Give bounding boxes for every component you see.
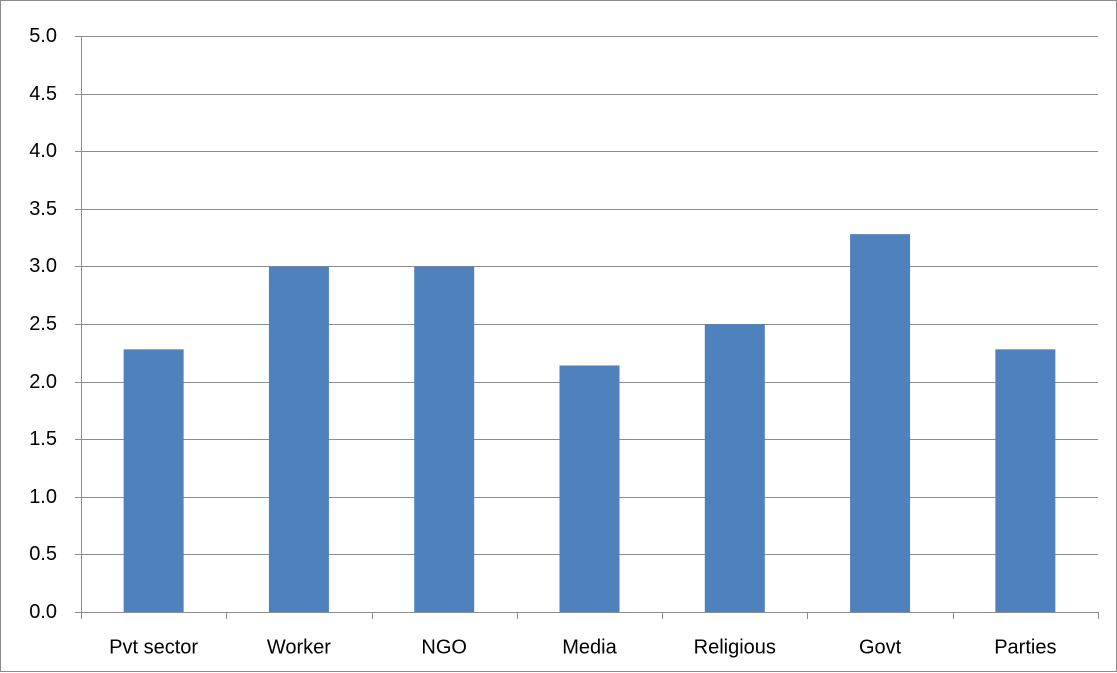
- x-tick-label: Parties: [994, 636, 1056, 658]
- y-tick-label: 2.0: [29, 371, 57, 393]
- x-tick-labels: Pvt sector Worker NGO Media Religious Govt Par…: [109, 636, 1056, 658]
- y-tick-label: 4.5: [29, 83, 57, 105]
- x-tick-label: Worker: [267, 636, 331, 658]
- bar-religious: [704, 324, 765, 612]
- y-tick-label: 4.0: [29, 140, 57, 162]
- bar-worker: [268, 266, 329, 612]
- y-tick-label: 2.5: [29, 313, 57, 335]
- bar-ngo: [414, 266, 475, 612]
- y-tick-label: 1.0: [29, 486, 57, 508]
- x-tick-label: Pvt sector: [109, 636, 198, 658]
- bar-govt: [850, 234, 911, 613]
- y-tick-labels: 0.0 0.5 1.0 1.5 2.0 2.5 3.0 3.5 4.0 4.5 5.0: [29, 25, 57, 623]
- x-tick-label: Govt: [859, 636, 902, 658]
- x-tick-label: Media: [562, 636, 617, 658]
- bar-media: [559, 365, 620, 612]
- bar-parties: [995, 349, 1056, 612]
- x-tick-label: Religious: [694, 636, 776, 658]
- y-tick-label: 3.5: [29, 198, 57, 220]
- y-tick-label: 5.0: [29, 25, 57, 47]
- y-tick-label: 0.5: [29, 543, 57, 565]
- axes: [75, 36, 1099, 619]
- y-tick-label: 3.0: [29, 255, 57, 277]
- gridlines: [81, 36, 1098, 555]
- y-tick-label: 0.0: [29, 601, 57, 623]
- bars: [123, 234, 1056, 613]
- bar-pvt-sector: [123, 349, 184, 612]
- y-tick-label: 1.5: [29, 428, 57, 450]
- x-tick-label: NGO: [421, 636, 467, 658]
